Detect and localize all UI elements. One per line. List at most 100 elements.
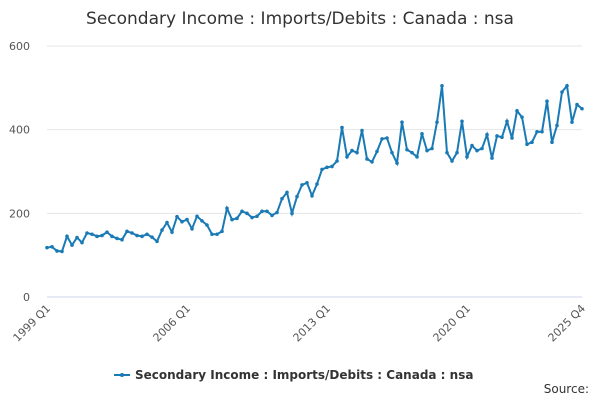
point: [140, 234, 144, 239]
point: [145, 232, 149, 237]
point: [470, 143, 474, 148]
point: [370, 160, 374, 164]
x-tick-label: 2025 Q4: [546, 302, 589, 345]
point: [540, 129, 544, 134]
point: [465, 155, 469, 159]
point: [425, 148, 429, 153]
point: [80, 240, 84, 245]
point: [125, 229, 129, 234]
point: [60, 249, 64, 254]
point: [450, 159, 454, 163]
point: [265, 209, 269, 214]
point: [385, 136, 389, 140]
point: [495, 134, 499, 138]
point: [175, 214, 179, 219]
point: [95, 234, 99, 239]
point: [520, 115, 524, 119]
point: [290, 211, 294, 216]
point: [395, 161, 399, 165]
point: [90, 232, 94, 237]
point: [360, 128, 364, 133]
point: [165, 220, 169, 225]
point: [270, 213, 274, 218]
source: Source:: [544, 382, 589, 396]
point: [180, 219, 184, 224]
x-tick-label: 2020 Q1: [431, 302, 474, 345]
point: [65, 234, 69, 239]
point: [510, 136, 514, 140]
point: [355, 150, 359, 155]
point: [400, 120, 404, 124]
point: [455, 150, 459, 155]
point: [330, 164, 334, 169]
point: [170, 230, 174, 234]
point: [350, 148, 354, 153]
point: [260, 209, 264, 214]
point: [230, 217, 234, 222]
point: [570, 120, 574, 124]
point: [560, 90, 564, 94]
point: [575, 102, 579, 107]
chart-title: Secondary Income : Imports/Debits : Cana…: [86, 9, 514, 29]
point: [305, 180, 309, 185]
point: [415, 155, 419, 159]
point: [365, 157, 369, 161]
y-tick-label: 0: [23, 291, 30, 304]
y-tick-label: 400: [9, 124, 30, 137]
point: [340, 125, 344, 130]
legend-marker: [120, 373, 124, 377]
legend-label: Secondary Income : Imports/Debits : Cana…: [135, 368, 473, 382]
point: [490, 156, 494, 160]
point: [345, 155, 349, 159]
point: [195, 214, 199, 219]
point: [320, 167, 324, 172]
point: [480, 146, 484, 151]
point: [565, 83, 569, 88]
point: [285, 190, 289, 195]
point: [475, 148, 479, 153]
point: [160, 228, 164, 232]
point: [185, 217, 189, 222]
point: [215, 232, 219, 237]
point: [100, 233, 104, 238]
point: [380, 137, 384, 141]
y-tick-label: 200: [9, 207, 30, 220]
point: [530, 140, 534, 145]
point: [515, 109, 519, 113]
point: [130, 231, 134, 235]
point: [550, 140, 554, 145]
point: [325, 165, 329, 170]
point: [335, 159, 339, 163]
point: [235, 216, 239, 221]
point: [210, 232, 214, 237]
point: [70, 243, 74, 247]
point: [135, 233, 139, 238]
point: [275, 210, 279, 215]
point: [535, 129, 539, 134]
point: [155, 239, 159, 244]
point: [440, 83, 444, 88]
point: [390, 150, 394, 155]
point: [460, 119, 464, 124]
point: [85, 231, 89, 235]
x-tick-label: 2006 Q1: [151, 302, 194, 345]
point: [445, 150, 449, 155]
point: [505, 119, 509, 124]
point: [75, 235, 79, 240]
point: [110, 234, 114, 239]
point: [430, 146, 434, 151]
point: [250, 215, 254, 220]
point: [310, 193, 314, 198]
point: [580, 106, 584, 111]
point: [545, 99, 549, 104]
point: [295, 194, 299, 199]
point: [225, 206, 229, 211]
x-tick-label: 2013 Q1: [291, 302, 334, 345]
point: [240, 209, 244, 214]
point: [410, 150, 414, 155]
point: [205, 223, 209, 227]
point: [485, 132, 489, 137]
point: [435, 120, 439, 124]
point: [300, 183, 304, 187]
